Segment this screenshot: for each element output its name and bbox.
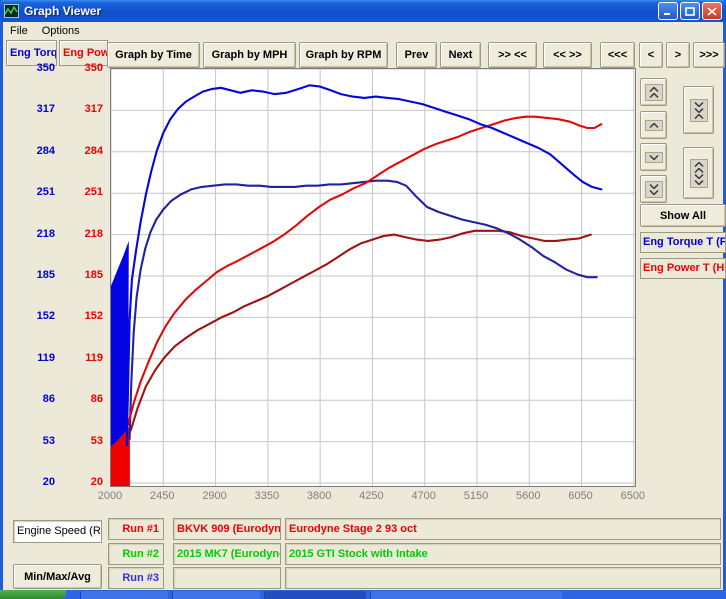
x-tick: 3800 [306, 490, 332, 502]
window-title: Graph Viewer [24, 4, 102, 18]
graph-by-rpm-button[interactable]: Graph by RPM [299, 42, 388, 68]
y-tick-power: 284 [84, 144, 103, 157]
x-tick: 2450 [150, 490, 175, 502]
graph-by-time-button[interactable]: Graph by Time [107, 42, 200, 68]
run1-startup-noise-fill-power [111, 425, 130, 487]
scroll-left-button[interactable]: < [639, 42, 663, 68]
x-tick: 2900 [202, 490, 227, 502]
scroll-up-fast-button[interactable] [640, 78, 667, 106]
down-down-up-chevron-icon [689, 98, 708, 122]
x-tick: 6500 [620, 490, 646, 502]
y-tick-power: 152 [84, 310, 103, 323]
menu-bar: File Options [3, 22, 723, 39]
taskbar-item[interactable] [80, 591, 168, 599]
x-tick: 4700 [411, 490, 436, 502]
title-bar: Graph Viewer [0, 0, 726, 22]
y-tick-power: 20 [90, 475, 103, 488]
start-button[interactable] [0, 590, 66, 599]
side-panel: Show All Eng Torque T (Ft-lb) Eng Power … [638, 70, 726, 490]
y-tick-torque: 119 [37, 351, 55, 364]
y-tick-power: 218 [84, 227, 103, 240]
down-down-chevron-icon [644, 180, 663, 198]
run-2-file-field[interactable]: 2015 MK7 (Eurodyne, E [173, 543, 281, 565]
menu-options[interactable]: Options [41, 24, 80, 37]
scroll-left-fast-button[interactable]: <<< [600, 42, 635, 68]
taskbar-item[interactable] [264, 591, 366, 599]
menu-file[interactable]: File [10, 24, 28, 37]
y-tick-torque: 53 [42, 434, 55, 447]
x-tick: 2000 [97, 490, 123, 502]
x-tick: 6050 [568, 490, 593, 502]
legend-eng-power: Eng Power T (HP) [640, 258, 726, 279]
scroll-up-button[interactable] [640, 111, 667, 139]
y-tick-torque: 317 [36, 103, 55, 116]
zoom-out-x-button[interactable]: << >> [543, 42, 592, 68]
minimize-button[interactable] [658, 2, 678, 20]
windows-taskbar [0, 590, 726, 599]
y-tick-power: 317 [84, 103, 103, 116]
scroll-right-fast-button[interactable]: >>> [693, 42, 725, 68]
y-tick-torque: 251 [36, 186, 55, 199]
y-tick-torque: 152 [36, 310, 55, 323]
run-3-description-field[interactable] [285, 567, 721, 589]
x-axis-title-box: Engine Speed (RPM) [13, 520, 102, 543]
y-tick-torque: 20 [42, 475, 55, 488]
eng-torque-column-header: Eng Torque [6, 40, 57, 66]
scroll-right-button[interactable]: > [666, 42, 690, 68]
x-tick: 5150 [463, 490, 489, 502]
y-tick-power: 350 [84, 62, 103, 74]
taskbar-item[interactable] [172, 591, 260, 599]
run-label-1: Run #1 [108, 518, 164, 540]
curve-run-1-eng-power-hp- [126, 115, 603, 427]
zoom-in-y-button[interactable] [683, 86, 714, 134]
curve-run-2-eng-power-hp- [129, 229, 592, 432]
y-tick-torque: 86 [42, 393, 55, 406]
scroll-down-button[interactable] [640, 143, 667, 171]
run-1-description-field[interactable]: Eurodyne Stage 2 93 oct [285, 518, 721, 540]
y-tick-power: 185 [84, 268, 103, 281]
next-button[interactable]: Next [440, 42, 481, 68]
maximize-button[interactable] [680, 2, 700, 20]
app-icon [4, 4, 19, 18]
legend-eng-torque: Eng Torque T (Ft-lb) [640, 232, 726, 253]
y-tick-torque: 350 [36, 62, 55, 74]
prev-button[interactable]: Prev [396, 42, 437, 68]
min-max-avg-button[interactable]: Min/Max/Avg [13, 564, 102, 589]
up-up-down-down-chevron-icon [689, 158, 708, 188]
run-3-file-field[interactable] [173, 567, 281, 589]
down-chevron-icon [644, 151, 663, 163]
zoom-in-x-button[interactable]: >> << [488, 42, 537, 68]
run-2-description-field[interactable]: 2015 GTI Stock with Intake [285, 543, 721, 565]
y-tick-torque: 185 [36, 268, 55, 281]
show-all-button[interactable]: Show All [640, 204, 726, 227]
scroll-down-fast-button[interactable] [640, 175, 667, 203]
close-icon[interactable] [702, 2, 722, 20]
curve-run-1-eng-torque-ft-lb- [125, 84, 603, 447]
y-tick-power: 53 [90, 434, 103, 447]
y-tick-power: 86 [90, 393, 103, 406]
y-tick-power: 119 [85, 351, 103, 364]
run-label-2: Run #2 [108, 543, 164, 565]
y-tick-power: 251 [84, 186, 103, 199]
taskbar-item[interactable] [370, 591, 562, 599]
eng-power-column-header: Eng Power [59, 40, 108, 66]
zoom-out-y-button[interactable] [683, 147, 714, 199]
up-up-chevron-icon [644, 83, 663, 101]
x-tick: 4250 [359, 490, 384, 502]
curve-run-2-eng-torque-ft-lb- [128, 179, 598, 441]
run1-startup-noise-fill [111, 240, 129, 447]
dyno-chart [110, 68, 636, 487]
up-chevron-icon [644, 119, 663, 131]
x-tick: 3350 [254, 490, 280, 502]
graph-by-mph-button[interactable]: Graph by MPH [203, 42, 296, 68]
run-1-file-field[interactable]: BKVK 909 (Eurodyne, I [173, 518, 281, 540]
x-tick: 5600 [516, 490, 541, 502]
y-tick-torque: 218 [36, 227, 55, 240]
y-tick-torque: 284 [36, 144, 55, 157]
run-label-3: Run #3 [108, 567, 164, 589]
